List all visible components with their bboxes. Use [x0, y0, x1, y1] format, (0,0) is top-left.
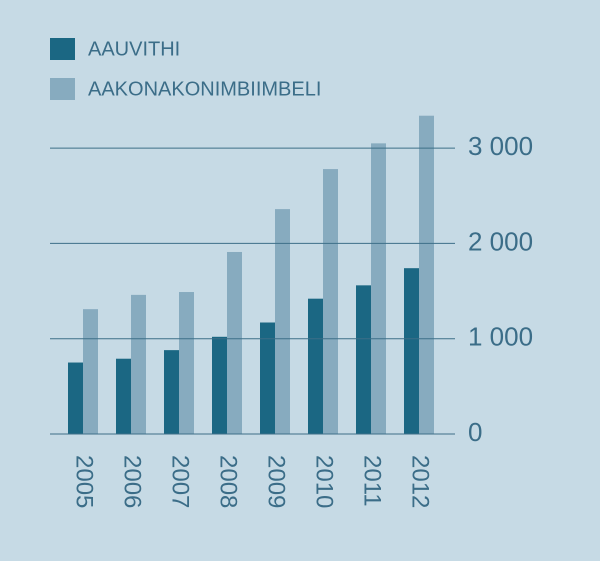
y-tick-label: 1 000: [468, 322, 533, 352]
bar: [419, 115, 434, 434]
bar: [83, 309, 98, 434]
bar: [116, 358, 131, 434]
bar: [323, 169, 338, 435]
bar: [371, 143, 386, 434]
x-tick-label: 2010: [311, 455, 338, 508]
bar: [212, 336, 227, 434]
y-tick-label: 2 000: [468, 226, 533, 256]
bar: [131, 294, 146, 434]
y-tick-label: 3 000: [468, 131, 533, 161]
legend-label: AAUVITHI: [88, 38, 180, 60]
bar: [260, 322, 275, 434]
legend-label: AAKONAKONIMBIIMBELI: [88, 78, 321, 100]
legend-swatch: [50, 38, 75, 60]
x-tick-label: 2009: [263, 455, 290, 508]
bar: [227, 251, 242, 434]
bar: [164, 350, 179, 434]
x-tick-label: 2007: [167, 455, 194, 508]
bar: [179, 292, 194, 434]
x-tick-label: 2012: [407, 455, 434, 508]
bar: [308, 298, 323, 434]
y-tick-label: 0: [468, 417, 482, 447]
bar: [68, 362, 83, 434]
x-tick-label: 2008: [215, 455, 242, 508]
bar: [404, 268, 419, 434]
x-tick-label: 2011: [359, 455, 386, 507]
x-tick-label: 2006: [119, 455, 146, 508]
x-tick-label: 2005: [71, 455, 98, 508]
bar: [275, 209, 290, 434]
bar: [356, 285, 371, 434]
legend-swatch: [50, 78, 75, 100]
